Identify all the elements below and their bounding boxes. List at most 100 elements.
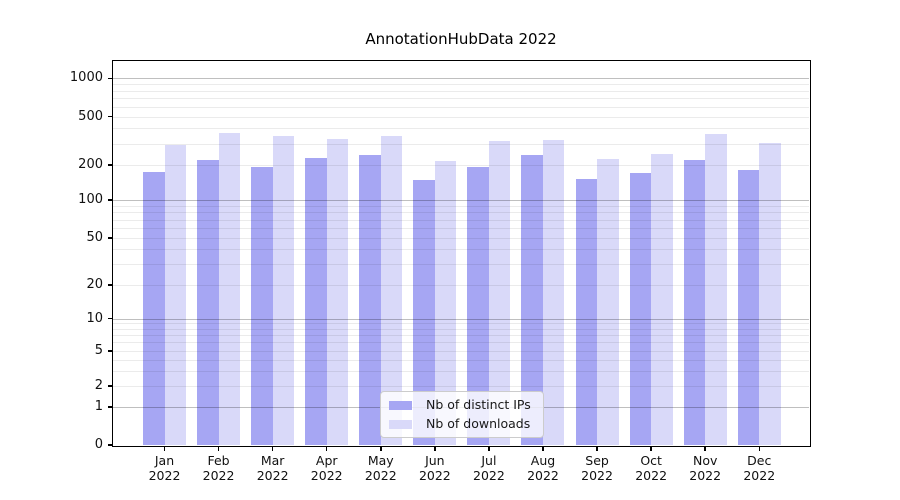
y-tick-label-5: 5: [94, 343, 103, 358]
x-tick-mark: [271, 446, 274, 451]
gridline-minor: [113, 264, 809, 266]
y-tick-label-1000: 1000: [69, 70, 103, 86]
gridline-minor: [113, 205, 809, 207]
x-tick-mark: [163, 446, 166, 451]
gridline-minor: [113, 143, 809, 145]
gridline-major: [113, 200, 809, 201]
y-tick-mark: [107, 350, 112, 352]
gridline-minor: [113, 342, 809, 344]
y-tick-mark: [107, 164, 112, 166]
bar-nb-of-distinct-ips-feb-2022: [197, 160, 219, 445]
x-tick-label-jan-2022: Jan 2022: [148, 453, 181, 483]
chart-title: AnnotationHubData 2022: [365, 30, 557, 48]
y-tick-mark: [107, 77, 112, 80]
gridline-minor: [113, 128, 809, 130]
gridline-minor: [113, 165, 809, 166]
bar-nb-of-downloads-apr-2022: [326, 138, 349, 445]
gridline-minor: [113, 238, 809, 239]
bar-nb-of-distinct-ips-jul-2022: [467, 166, 489, 445]
y-tick-label-100: 100: [78, 192, 103, 207]
bar-nb-of-distinct-ips-oct-2022: [629, 172, 652, 445]
bar-nb-of-downloads-may-2022: [380, 135, 403, 445]
y-tick-mark: [107, 115, 112, 118]
gridline-minor: [113, 249, 809, 251]
gridline-minor: [113, 228, 809, 229]
bar-nb-of-distinct-ips-aug-2022: [521, 154, 543, 445]
gridline-minor: [113, 106, 809, 108]
gridline-minor: [113, 359, 809, 361]
x-tick-mark: [650, 446, 652, 451]
bar-nb-of-distinct-ips-nov-2022: [683, 159, 706, 445]
y-tick-label-0: 0: [94, 437, 103, 452]
bar-nb-of-downloads-feb-2022: [218, 132, 241, 445]
gridline-minor: [113, 90, 809, 92]
gridline-minor: [113, 116, 809, 118]
bar-nb-of-downloads-mar-2022: [272, 136, 295, 445]
x-tick-label-oct-2022: Oct 2022: [635, 453, 668, 483]
legend-label-distinct-ips: Nb of distinct IPs: [426, 397, 531, 412]
x-tick-mark: [488, 446, 490, 451]
x-tick-label-aug-2022: Aug 2022: [527, 453, 559, 483]
y-tick-label-2: 2: [94, 378, 103, 393]
x-tick-label-jul-2022: Jul 2022: [473, 453, 505, 483]
gridline-minor: [113, 212, 809, 214]
y-tick-mark: [107, 406, 112, 408]
y-tick-label-50: 50: [86, 230, 103, 245]
plot-area: [111, 59, 811, 447]
x-tick-label-dec-2022: Dec 2022: [743, 453, 776, 483]
bar-nb-of-downloads-sep-2022: [597, 158, 619, 445]
x-tick-mark: [758, 446, 761, 451]
y-tick-label-10: 10: [86, 310, 103, 326]
y-tick-mark: [107, 284, 112, 286]
bar-nb-of-distinct-ips-sep-2022: [575, 179, 598, 445]
x-tick-mark: [542, 446, 544, 451]
y-tick-label-1: 1: [94, 399, 103, 414]
x-tick-mark: [596, 446, 598, 451]
legend-item-distinct-ips: Nb of distinct IPs: [389, 398, 531, 412]
bar-nb-of-downloads-nov-2022: [705, 134, 727, 445]
gridline-minor: [113, 386, 809, 387]
x-tick-label-may-2022: May 2022: [364, 453, 397, 483]
y-tick-mark: [107, 237, 112, 239]
gridline-minor: [113, 328, 809, 330]
x-tick-label-mar-2022: Mar 2022: [256, 453, 289, 483]
bar-nb-of-downloads-jan-2022: [164, 144, 186, 445]
bar-nb-of-downloads-oct-2022: [651, 154, 673, 445]
x-tick-label-apr-2022: Apr 2022: [310, 453, 343, 483]
gridline-minor: [113, 98, 809, 100]
x-tick-label-sep-2022: Sep 2022: [581, 453, 613, 483]
gridline-minor: [113, 285, 809, 286]
bar-nb-of-downloads-jul-2022: [488, 140, 511, 445]
y-tick-label-20: 20: [86, 277, 103, 292]
bar-nb-of-downloads-dec-2022: [759, 142, 781, 445]
y-tick-mark: [107, 385, 112, 387]
gridline-major: [113, 78, 809, 80]
y-tick-label-500: 500: [78, 108, 103, 124]
legend-label-downloads: Nb of downloads: [426, 416, 531, 431]
x-tick-mark: [217, 446, 220, 451]
gridline-minor: [113, 335, 809, 337]
x-tick-label-jun-2022: Jun 2022: [418, 453, 451, 483]
y-tick-mark: [107, 199, 112, 201]
legend-swatch-downloads: [389, 419, 412, 429]
gridline-minor: [113, 219, 809, 221]
bar-nb-of-distinct-ips-may-2022: [359, 154, 381, 445]
x-tick-mark: [704, 446, 706, 451]
x-tick-label-nov-2022: Nov 2022: [689, 453, 722, 483]
x-tick-label-feb-2022: Feb 2022: [202, 453, 235, 483]
gridline-minor: [113, 323, 809, 325]
x-tick-mark: [325, 446, 328, 451]
x-tick-mark: [434, 446, 436, 451]
x-tick-mark: [380, 446, 382, 451]
bar-nb-of-distinct-ips-apr-2022: [305, 158, 327, 445]
y-tick-mark: [107, 317, 112, 320]
bar-nb-of-distinct-ips-jan-2022: [143, 171, 165, 445]
gridline-minor: [113, 351, 809, 352]
y-tick-label-200: 200: [78, 157, 103, 172]
legend: Nb of distinct IPs Nb of downloads: [380, 391, 544, 438]
legend-swatch-distinct-ips: [389, 400, 412, 410]
bar-nb-of-downloads-aug-2022: [542, 139, 565, 445]
gridline-minor: [113, 370, 809, 372]
y-tick-mark: [107, 444, 112, 446]
